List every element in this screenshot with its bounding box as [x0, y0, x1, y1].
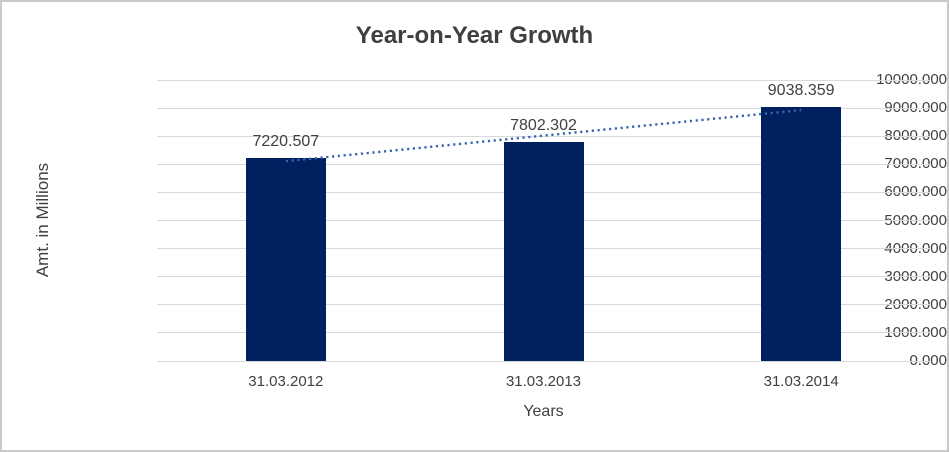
- chart-title: Year-on-Year Growth: [355, 22, 594, 49]
- x-tick-label: 31.03.2014: [763, 373, 839, 390]
- gridline: [157, 135, 930, 137]
- x-tick-label: 31.03.2013: [505, 373, 582, 390]
- bar: [761, 107, 842, 361]
- x-tick-label: 31.03.2012: [248, 373, 324, 390]
- x-axis-title: Years: [523, 403, 564, 420]
- gridline: [157, 360, 930, 362]
- bar-data-label: 9038.359: [767, 82, 835, 100]
- bar-data-label: 7802.302: [510, 116, 577, 134]
- gridline: [157, 79, 930, 81]
- bar: [503, 141, 584, 361]
- y-axis-title: Amt. in Millions: [33, 162, 52, 278]
- plot-area: [157, 79, 930, 362]
- gridline: [157, 107, 930, 109]
- bar-data-label: 7220.507: [252, 133, 320, 151]
- bar: [245, 158, 326, 361]
